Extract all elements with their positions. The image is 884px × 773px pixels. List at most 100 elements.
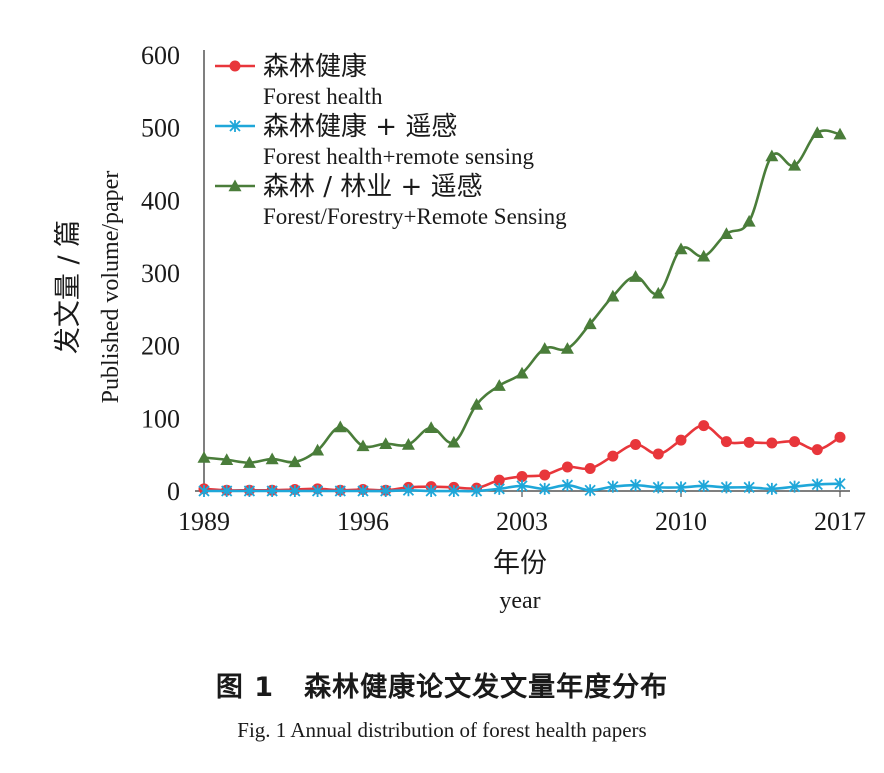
data-point xyxy=(788,480,801,493)
data-point xyxy=(583,317,597,330)
x-tick-label: 2010 xyxy=(655,507,707,536)
figure-number: 图 1 xyxy=(215,672,275,703)
data-point xyxy=(584,484,596,497)
figure-caption-cn: 图 1 森林健康论文发文量年度分布 xyxy=(0,665,884,704)
data-point xyxy=(539,469,551,481)
data-point xyxy=(470,398,484,410)
data-point xyxy=(380,485,392,497)
figure-title-cn: 森林健康论文发文量年度分布 xyxy=(304,672,669,703)
data-point xyxy=(652,481,664,494)
data-point xyxy=(607,450,619,462)
data-point xyxy=(221,485,233,497)
x-tick-label: 2003 xyxy=(496,507,548,536)
data-point xyxy=(743,436,755,448)
data-point xyxy=(492,379,506,391)
legend-label-en: Forest health+remote sensing xyxy=(263,144,535,169)
data-point xyxy=(742,214,756,227)
data-point xyxy=(243,485,256,497)
data-point xyxy=(242,456,256,468)
y-tick-label: 100 xyxy=(141,404,180,433)
data-point xyxy=(560,342,574,354)
data-point xyxy=(630,438,642,450)
data-point xyxy=(379,437,393,449)
legend-marker xyxy=(228,179,242,192)
y-tick-label: 500 xyxy=(141,114,180,143)
data-point xyxy=(493,482,505,495)
data-point xyxy=(561,479,574,492)
data-point xyxy=(629,479,642,492)
data-point xyxy=(675,434,687,446)
data-point xyxy=(516,470,528,482)
data-point xyxy=(698,479,710,492)
data-point xyxy=(720,481,733,494)
y-axis-ticks: 0 100 200 300 400 500 600 xyxy=(141,41,180,506)
data-point xyxy=(651,286,665,299)
y-tick-label: 600 xyxy=(141,41,180,70)
data-point xyxy=(356,439,370,452)
data-point xyxy=(788,158,802,171)
data-point xyxy=(561,461,573,473)
x-axis-ticks: 1989 1996 2003 2010 2017 xyxy=(178,491,866,536)
data-point xyxy=(606,289,620,302)
figure-caption-en: Fig. 1 Annual distribution of forest hea… xyxy=(237,718,647,742)
legend-label-cn: 森林健康 + 遥感 xyxy=(263,112,457,142)
data-point xyxy=(652,448,664,460)
y-tick-label: 0 xyxy=(167,477,180,506)
line-chart: 发文量 / 篇 Published volume/paper 010020030… xyxy=(53,41,866,614)
data-point xyxy=(539,482,551,495)
data-point xyxy=(811,444,823,456)
legend-label-en: Forest health xyxy=(263,84,383,109)
legend-label-cn: 森林 / 林业 + 遥感 xyxy=(263,172,483,202)
data-point xyxy=(311,443,325,456)
data-point xyxy=(811,478,823,491)
data-point xyxy=(424,421,438,433)
data-point xyxy=(675,481,687,494)
data-point xyxy=(198,485,210,497)
data-point xyxy=(425,485,437,497)
data-point xyxy=(720,436,732,448)
series-2 xyxy=(198,477,846,497)
data-point xyxy=(516,479,528,492)
y-axis-label-cn: 发文量 / 篇 xyxy=(53,220,84,354)
y-tick-label: 200 xyxy=(141,332,180,361)
data-point xyxy=(833,127,847,140)
data-point xyxy=(766,437,778,449)
data-point xyxy=(265,452,279,465)
x-axis-label-en: year xyxy=(499,588,540,614)
legend-label-en: Forest/Forestry+Remote Sensing xyxy=(263,204,567,229)
data-point xyxy=(698,420,710,432)
data-point xyxy=(333,420,347,433)
x-tick-label: 1989 xyxy=(178,507,230,536)
legend-label-cn: 森林健康 xyxy=(263,52,367,82)
y-tick-label: 400 xyxy=(141,186,180,215)
data-point xyxy=(220,453,234,465)
x-axis-label-cn: 年份 xyxy=(493,548,547,579)
data-point xyxy=(311,485,324,497)
legend-marker xyxy=(229,60,241,72)
legend-marker xyxy=(229,120,241,132)
data-point xyxy=(584,462,596,474)
x-tick-label: 1996 xyxy=(337,507,389,536)
data-point xyxy=(834,431,846,443)
data-point xyxy=(289,485,301,497)
data-point xyxy=(538,342,552,354)
data-point xyxy=(266,485,278,497)
y-tick-label: 300 xyxy=(141,259,180,288)
series-3 xyxy=(197,126,847,468)
data-point xyxy=(334,485,346,497)
data-point xyxy=(447,435,461,448)
data-point xyxy=(493,474,505,486)
data-point xyxy=(697,249,711,262)
series-group xyxy=(197,126,847,497)
x-tick-label: 2017 xyxy=(814,507,866,536)
data-point xyxy=(401,437,415,450)
data-point xyxy=(674,242,688,255)
data-point xyxy=(789,436,801,448)
data-point xyxy=(765,149,779,162)
data-point xyxy=(515,366,529,379)
data-point xyxy=(357,485,369,497)
data-point xyxy=(810,126,824,138)
data-point xyxy=(448,485,460,497)
